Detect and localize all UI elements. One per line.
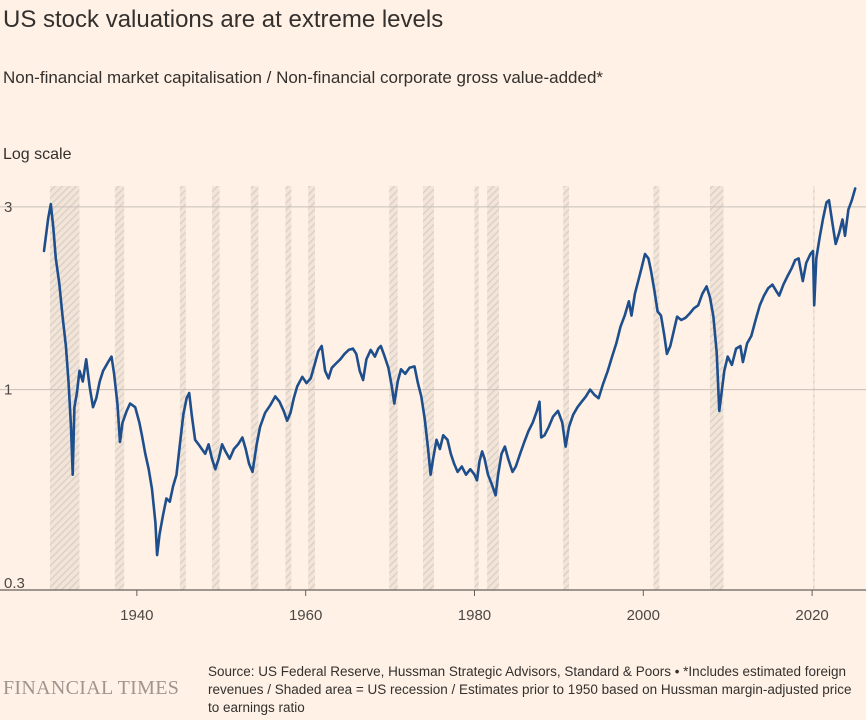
axis-ticks: 0.3 1 3 1940 1960 1980 2000 2020: [4, 199, 829, 624]
recession-band: [487, 186, 499, 590]
recession-band: [812, 186, 815, 590]
recession-band: [285, 186, 292, 590]
x-tick-label: 2020: [795, 607, 828, 624]
log-scale-note: Log scale: [3, 146, 72, 163]
recession-band: [211, 186, 220, 590]
financial-times-logo: FINANCIAL TIMES: [3, 677, 180, 699]
y-tick-label: 0.3: [4, 575, 25, 592]
valuation-line: [42, 187, 857, 557]
recession-band: [114, 186, 125, 590]
recession-band: [653, 186, 660, 590]
recession-band: [709, 186, 724, 590]
recession-band: [250, 186, 259, 590]
recession-shading: [49, 186, 815, 590]
x-tick-label: 1940: [120, 607, 153, 624]
recession-band: [563, 186, 570, 590]
chart-title: US stock valuations are at extreme level…: [3, 6, 444, 33]
recession-band: [389, 186, 398, 590]
recession-band: [308, 186, 315, 590]
source-note: Source: US Federal Reserve, Hussman Stra…: [208, 664, 852, 715]
series-layer: [42, 187, 857, 557]
y-tick-label: 1: [4, 382, 12, 399]
x-tick-label: 2000: [627, 607, 660, 624]
x-tick-label: 1980: [458, 607, 491, 624]
x-tick-label: 1960: [289, 607, 322, 624]
recession-band: [422, 186, 434, 590]
recession-band: [179, 186, 186, 590]
y-tick-label: 3: [4, 199, 12, 216]
chart-subtitle: Non-financial market capitalisation / No…: [3, 68, 604, 87]
recession-band: [474, 186, 479, 590]
